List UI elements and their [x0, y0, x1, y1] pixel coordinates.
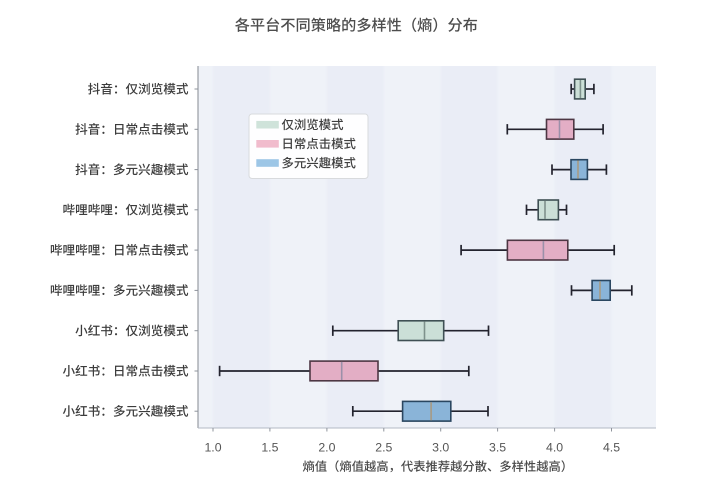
svg-text:4.5: 4.5 — [603, 441, 620, 455]
svg-text:2.0: 2.0 — [318, 441, 335, 455]
svg-text:1.5: 1.5 — [261, 441, 278, 455]
svg-text:1.0: 1.0 — [204, 441, 221, 455]
svg-text:3.5: 3.5 — [489, 441, 506, 455]
svg-text:4.0: 4.0 — [546, 441, 563, 455]
svg-text:3.0: 3.0 — [432, 441, 449, 455]
svg-text:2.5: 2.5 — [375, 441, 392, 455]
